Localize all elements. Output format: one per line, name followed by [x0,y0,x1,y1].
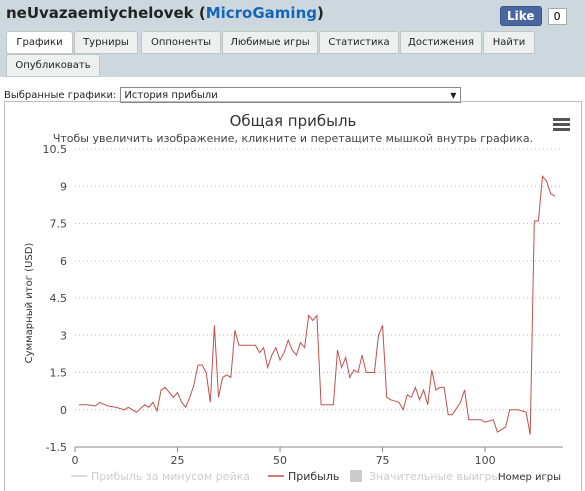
selector-label: Выбранные графики: [4,89,117,101]
like-widget: Like 0 [500,6,567,26]
like-button[interactable]: Like [500,6,542,26]
chart-selector: Выбранные графики: История прибыли ▼ [4,87,462,103]
x-axis-title: Номер игры [498,472,561,483]
tab[interactable]: Статистика [319,31,399,54]
y-tick-label: 4.5 [50,292,68,305]
x-tick-label: 75 [376,454,390,467]
x-tick-label: 50 [273,454,287,467]
tab[interactable]: Оппоненты [141,31,221,54]
select-value: История прибыли [124,89,218,101]
tab[interactable]: Опубликовать [6,54,100,77]
tab[interactable]: Любимые игры [222,31,318,54]
user-title: neUvazaemiychelovek (MicroGaming) [6,4,324,22]
legend-label: Прибыль за минусом рейка [91,470,250,483]
y-tick-label: 3 [60,329,67,342]
x-tick-label: 25 [171,454,185,467]
x-tick-label: 0 [72,454,79,467]
y-tick-label: 10.5 [43,143,68,156]
menu-bar [553,123,570,126]
menu-bar [553,118,570,121]
line-series [79,175,556,435]
y-tick-label: 7.5 [50,218,68,231]
tab[interactable]: Найти [483,31,535,54]
menu-bar [553,128,570,131]
y-tick-label: 1.5 [50,367,68,380]
y-tick-label: 9 [60,180,67,193]
legend-label: Прибыль [288,470,339,483]
tab[interactable]: Графики [6,31,73,54]
site-link[interactable]: MicroGaming [205,4,317,22]
header: neUvazaemiychelovek (MicroGaming) Like 0 … [0,0,585,77]
y-tick-label: -1.5 [46,441,67,454]
like-count: 0 [547,7,567,25]
tab[interactable]: Достижения [400,31,482,54]
legend-label: Значительные выигры [369,470,500,483]
x-tick-label: 100 [475,454,496,467]
x-title-bg [501,468,563,484]
legend-symbol [350,470,362,482]
chart: Общая прибыль Чтобы увеличить изображение… [4,101,582,491]
chart-title: Общая прибыль [230,112,357,130]
select[interactable]: История прибыли ▼ [120,87,462,103]
menu-button[interactable] [553,118,570,131]
tab[interactable]: Турниры [74,31,138,54]
chart-subtitle: Чтобы увеличить изображение, кликните и … [53,132,533,145]
y-axis-title: Суммарный итог (USD) [24,243,35,364]
username: neUvazaemiychelovek [6,4,194,22]
y-tick-label: 0 [60,404,67,417]
y-tick-label: 6 [60,255,67,268]
